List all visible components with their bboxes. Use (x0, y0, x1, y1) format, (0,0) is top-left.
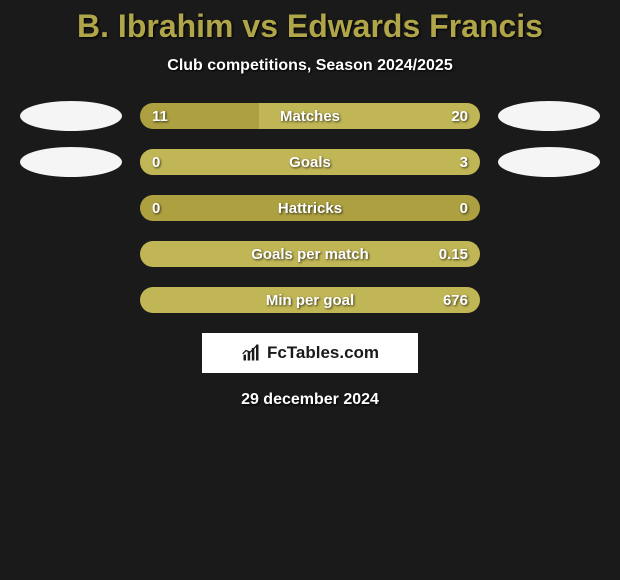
player-right-oval (498, 147, 600, 177)
player-left-oval (20, 147, 122, 177)
page-title: B. Ibrahim vs Edwards Francis (0, 8, 620, 45)
stat-row: Goals per match0.15 (0, 241, 620, 267)
player-left-oval (20, 101, 122, 131)
stat-row: Matches11 20 (0, 103, 620, 129)
stat-value-right: 20 (451, 103, 468, 129)
logo-box: FcTables.com (202, 333, 418, 373)
date-text: 29 december 2024 (0, 391, 620, 409)
oval-spacer (20, 285, 122, 315)
stat-value-left: 0 (152, 149, 160, 175)
stats-list: Matches1120Goals03Hattricks00Goals per m… (0, 103, 620, 313)
stat-bar: Goals0 3 (140, 149, 480, 175)
stat-value-left: 11 (152, 103, 168, 129)
stat-label: Min per goal (140, 287, 480, 313)
stat-bar: Min per goal676 (140, 287, 480, 313)
stat-bar: Matches11 20 (140, 103, 480, 129)
oval-spacer (498, 285, 600, 315)
stat-value-right: 3 (460, 149, 468, 175)
stat-row: Min per goal676 (0, 287, 620, 313)
chart-icon (241, 343, 261, 363)
subtitle: Club competitions, Season 2024/2025 (0, 57, 620, 75)
stat-label: Matches (140, 103, 480, 129)
stat-value-left: 0 (152, 195, 160, 221)
stat-bar: Hattricks0 0 (140, 195, 480, 221)
stat-bar: Goals per match0.15 (140, 241, 480, 267)
stat-value-right: 0 (460, 195, 468, 221)
stat-label: Goals (140, 149, 480, 175)
player-right-oval (498, 101, 600, 131)
stat-value-right: 0.15 (439, 241, 468, 267)
oval-spacer (498, 193, 600, 223)
stat-label: Goals per match (140, 241, 480, 267)
oval-spacer (20, 193, 122, 223)
logo-text: FcTables.com (267, 343, 379, 363)
stat-label: Hattricks (140, 195, 480, 221)
oval-spacer (498, 239, 600, 269)
oval-spacer (20, 239, 122, 269)
comparison-infographic: B. Ibrahim vs Edwards Francis Club compe… (0, 0, 620, 409)
stat-row: Goals0 3 (0, 149, 620, 175)
stat-row: Hattricks0 0 (0, 195, 620, 221)
stat-value-right: 676 (443, 287, 468, 313)
